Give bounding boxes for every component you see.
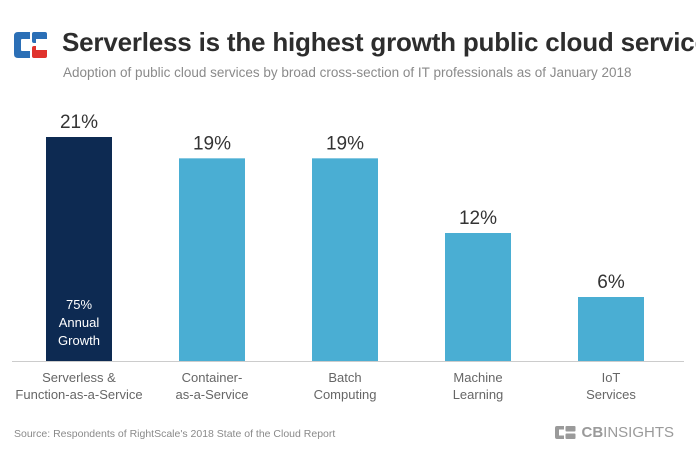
category-label-1-1: as-a-Service [176, 387, 249, 402]
value-label-3: 12% [459, 208, 497, 229]
category-label-4-0: IoT [602, 370, 621, 385]
bar-3 [445, 233, 511, 361]
value-label-0: 21% [60, 112, 98, 133]
annotation-line-2: Growth [58, 333, 100, 348]
annotation-line-1: Annual [59, 315, 100, 330]
brand-logo: CB INSIGHTS [555, 424, 674, 441]
cb-insights-brand-icon [555, 426, 576, 439]
category-label-3-0: Machine [453, 370, 502, 385]
bar-2 [312, 158, 378, 361]
bar-4 [578, 297, 644, 361]
category-label-4-1: Services [586, 387, 636, 402]
category-label-0-1: Function-as-a-Service [15, 387, 142, 402]
category-label-0-0: Serverless & [42, 370, 116, 385]
chart-subtitle: Adoption of public cloud services by bro… [63, 65, 632, 80]
category-label-2-1: Computing [314, 387, 377, 402]
annotation-line-0: 75% [66, 297, 92, 312]
brand-insights-text: INSIGHTS [603, 424, 674, 441]
brand-cb-text: CB [581, 424, 604, 441]
value-label-1: 19% [193, 133, 231, 154]
bar-1 [179, 158, 245, 361]
cb-insights-logo-icon [14, 32, 47, 58]
value-label-2: 19% [326, 133, 364, 154]
value-label-4: 6% [597, 272, 625, 293]
chart-title: Serverless is the highest growth public … [62, 27, 696, 57]
bar-0 [46, 137, 112, 361]
category-label-3-1: Learning [453, 387, 504, 402]
category-label-1-0: Container- [182, 370, 243, 385]
category-label-2-0: Batch [328, 370, 361, 385]
source-note: Source: Respondents of RightScale's 2018… [14, 428, 336, 440]
